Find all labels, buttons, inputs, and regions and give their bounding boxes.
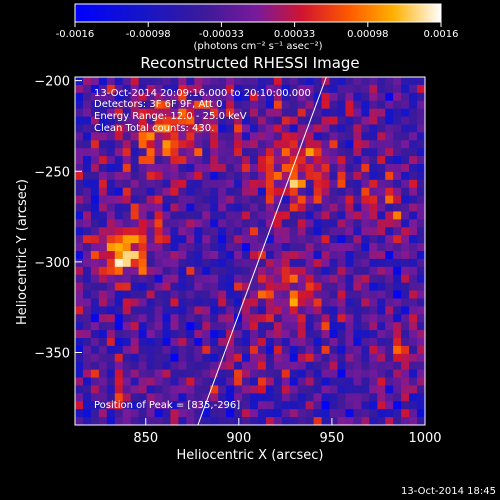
y-axis-label: Heliocentric Y (arcsec) [15,179,30,325]
x-tick-label: 850 [133,431,158,446]
colorbar-tick-label: 0.0016 [424,29,459,40]
x-tick-label: 1000 [408,431,441,446]
x-tick-label: 900 [226,431,251,446]
y-tick-label: −200 [34,75,70,90]
colorbar-ticks: -0.0016 -0.00098 -0.00033 0.00033 0.00098 0.0… [56,22,459,40]
colorbar-tick-label: -0.00033 [199,29,244,40]
x-axis-label: Heliocentric X (arcsec) [177,448,324,463]
y-axis-ticks: −200 −250 −300 −350 [34,75,82,362]
annotation-detectors: Detectors: 3F 6F 9F, Att 0 [94,99,222,110]
y-tick-label: −250 [34,165,70,180]
x-axis-ticks: 850 900 950 1000 [133,418,442,446]
solar-limb-line [197,77,327,425]
colorbar-tick-label: 0.00033 [274,29,315,40]
colorbar-tick-label: -0.00098 [126,29,171,40]
annotation-time: 13-Oct-2014 20:09:16.000 to 20:10:00.000 [94,88,311,99]
x-tick-label: 950 [320,431,345,446]
annotation-method: Clean Total counts: 430. [94,123,214,134]
colorbar-tick-label: 0.00098 [347,29,388,40]
annotation-peak: Position of Peak = [835,-296] [94,400,240,411]
footer-timestamp: 13-Oct-2014 18:45 [401,486,496,497]
colorbar-units: (photons cm⁻² s⁻¹ asec⁻²) [193,41,322,52]
y-tick-label: −300 [34,256,70,271]
colorbar-tick-label: -0.0016 [56,29,95,40]
heatmap-image [75,77,425,425]
plot-frame [74,76,426,426]
annotation-energy: Energy Range: 12.0 - 25.0 keV [94,111,247,122]
colorbar [74,3,442,23]
chart-title: Reconstructed RHESSI Image [140,54,359,72]
y-tick-label: −350 [34,347,70,362]
